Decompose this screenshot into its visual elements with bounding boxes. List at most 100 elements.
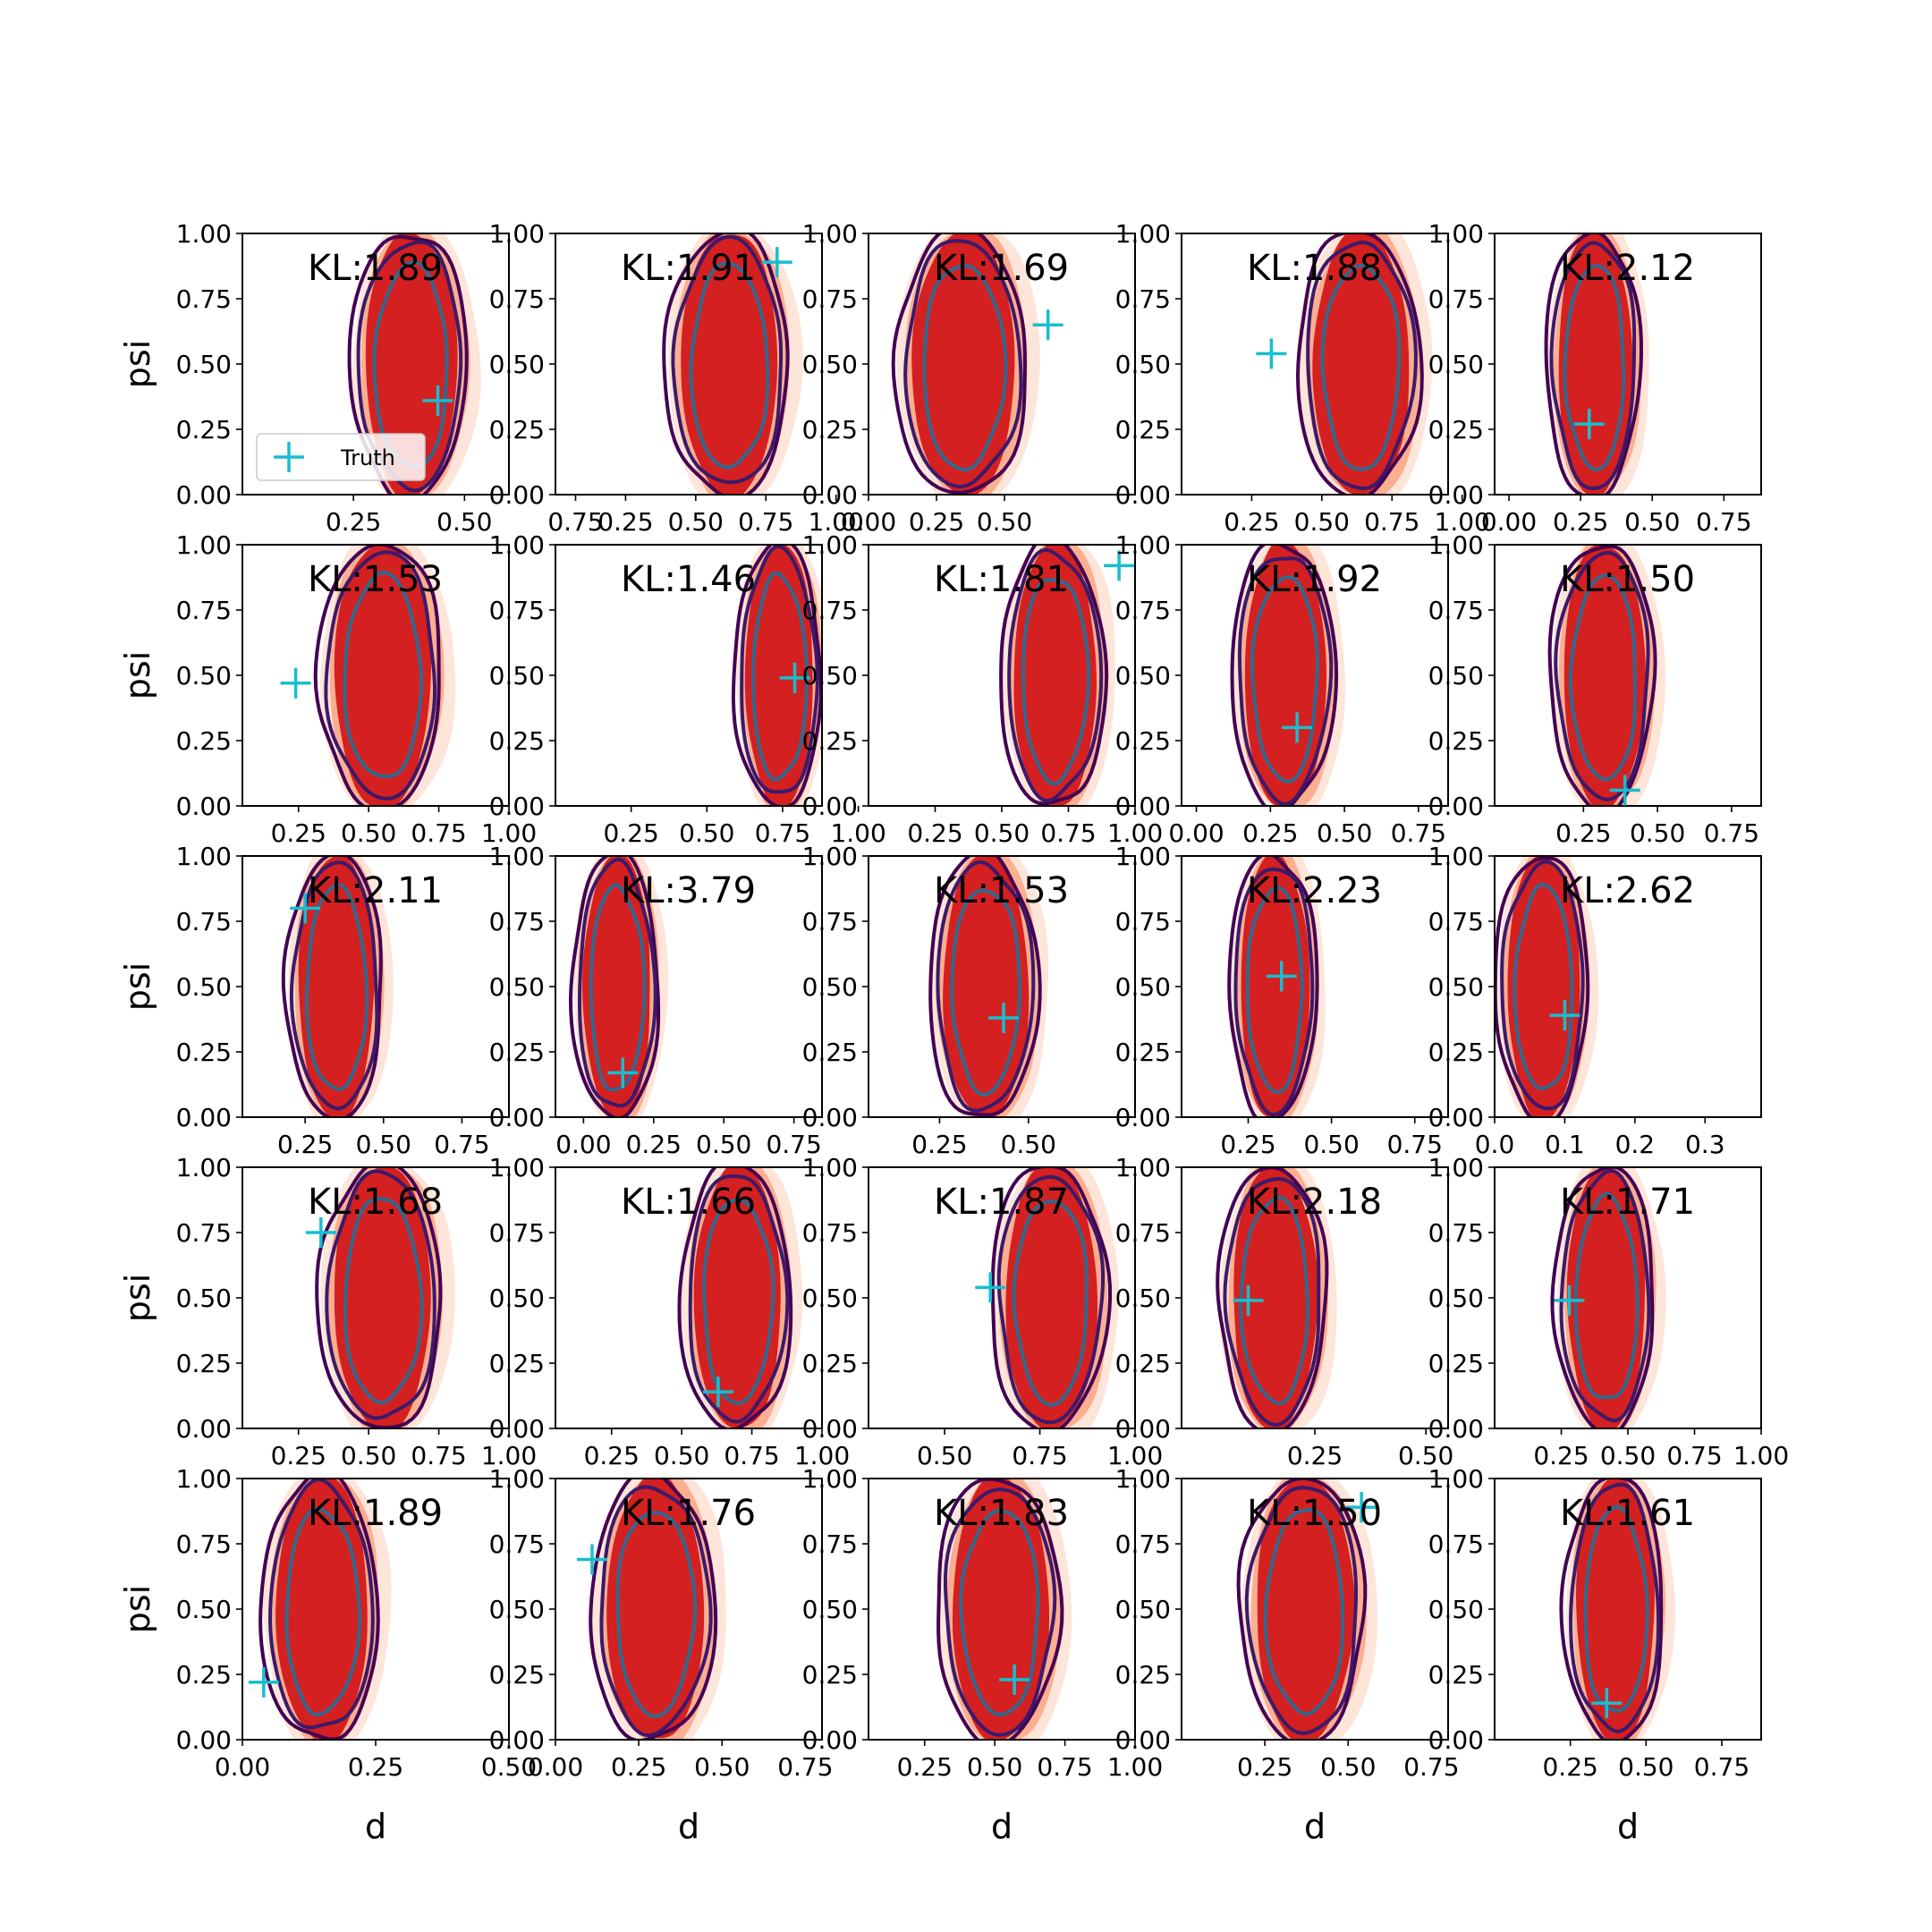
y-tick-label: 0.50 [1428,1284,1484,1313]
panel-10: 0.00 0.25 0.50 0.75 1.00 0.25 0.50 0.75 KL:1.50 [1428,530,1762,848]
y-tick-label: 0.50 [802,350,858,379]
y-tick-label: 0.00 [802,1103,858,1132]
x-tick-label: 0.00 [1481,507,1537,537]
y-tick-label: 1.00 [1115,1153,1171,1182]
contour-outer [1230,545,1339,806]
density-fill-inner [334,1167,431,1428]
y-tick-label: 0.75 [1115,907,1171,936]
y-tick-label: 0.25 [176,1660,232,1690]
contour-inner [1021,578,1090,786]
panel-6: 0.00 0.25 0.50 0.75 1.00 0.25 0.50 0.75 1.00 KL:1… [118,530,537,848]
truth-marker [1282,712,1313,743]
y-tick-label: 0.00 [1115,1725,1171,1755]
y-tick-label: 0.50 [1428,350,1484,379]
kl-annotation: KL:1.66 [621,1182,756,1223]
density-layer [315,1167,455,1428]
y-tick-label: 0.75 [802,1530,858,1559]
kl-annotation: KL:1.89 [308,1493,443,1534]
density-fill-inner [334,545,431,806]
y-tick-label: 0.25 [489,1038,545,1067]
y-tick-label: 0.00 [176,1414,232,1444]
contour-inner [589,883,647,1092]
density-fill-inner [582,856,650,1117]
kl-annotation: KL:1.46 [621,559,756,600]
kl-annotation: KL:1.91 [621,248,756,289]
contour-outer [1544,233,1644,495]
truth-marker [1549,1000,1580,1031]
x-tick-label: 0.25 [897,1752,953,1782]
contour-outer [999,545,1109,806]
x-tick-label: 0.2 [1615,1130,1656,1159]
y-tick-label: 0.50 [1428,661,1484,691]
contour-mid [599,1485,713,1738]
truth-marker [779,662,810,693]
x-tick-label: 0.75 [547,507,603,537]
x-tick-label: 0.50 [1317,818,1372,848]
density-layer [999,545,1115,806]
x-tick-label: 0.75 [755,818,810,848]
contour-mid [1568,1482,1661,1733]
density-fill-inner [298,856,375,1117]
contour-mid [1306,241,1418,491]
x-tick-label: 0.25 [1533,1441,1589,1470]
x-tick-label: 0.00 [215,1752,270,1782]
contour-mid [1500,860,1585,1111]
contour-mid [578,857,657,1108]
truth-marker [422,385,453,416]
y-tick-label: 0.50 [489,1595,545,1624]
x-tick-label: 0.25 [348,1752,403,1782]
contour-outer [589,1479,718,1740]
truth-marker [1256,338,1287,369]
contour-mid [1244,1486,1358,1735]
panel-9: 0.00 0.25 0.50 0.75 1.00 0.00 0.25 0.50 0.75 KL:1… [1115,530,1449,848]
contour-inner [305,883,369,1091]
y-tick-label: 0.25 [489,1349,545,1378]
contour-outer [313,545,441,806]
kl-annotation: KL:1.83 [934,1493,1069,1534]
density-fill-inner [1558,233,1633,495]
density-fill-inner [275,1479,368,1740]
y-tick-label: 0.75 [489,1530,545,1559]
y-tick-label: 0.50 [802,661,858,691]
y-tick-label: 1.00 [1428,1464,1484,1494]
y-tick-label: 0.50 [802,1595,858,1624]
x-tick-label: 0.75 [411,1441,466,1470]
x-tick-label: 0.25 [1237,1752,1292,1782]
y-tick-label: 1.00 [176,1464,232,1494]
panel-21: 0.00 0.25 0.50 0.75 1.00 0.00 0.25 0.50 KL:1.89 p… [118,1464,537,1846]
x-tick-label: 0.25 [911,1130,967,1159]
y-tick-label: 0.75 [176,907,232,936]
contour-inner [1513,882,1574,1090]
y-tick-label: 0.50 [802,1284,858,1313]
y-tick-label: 0.00 [176,1725,232,1755]
y-tick-label: 1.00 [1428,1153,1484,1182]
y-tick-label: 1.00 [802,530,858,560]
contour-mid [1554,550,1650,801]
y-tick-label: 0.50 [1115,1595,1171,1624]
contour-outer [568,856,661,1117]
x-tick-label: 0.0 [1475,1130,1515,1159]
y-tick-label: 1.00 [489,1464,545,1494]
truth-marker [1233,1284,1264,1316]
y-tick-label: 0.50 [802,972,858,1002]
panel-8: 0.00 0.25 0.50 0.75 1.00 0.25 0.50 0.75 1.00 KL:1… [802,530,1164,848]
contour-outer [1295,233,1424,495]
x-tick-label: 0.50 [341,818,396,848]
x-tick-label: 0.50 [436,507,492,537]
y-tick-label: 0.75 [1115,1530,1171,1559]
y-axis-label: psi [118,651,157,699]
y-tick-label: 0.75 [1428,284,1484,314]
x-tick-label: 0.25 [1242,818,1298,848]
kl-annotation: KL:2.18 [1247,1182,1382,1223]
density-layer [928,856,1049,1117]
contour-inner [751,571,809,782]
y-tick-label: 0.00 [489,1103,545,1132]
x-tick-label: 0.50 [967,1752,1022,1782]
panel-20: 0.00 0.25 0.50 0.75 1.00 0.25 0.50 0.75 1.00 KL:1… [1428,1153,1790,1470]
kl-annotation: KL:1.81 [934,559,1069,600]
x-tick-label: 0.25 [1555,818,1611,848]
contour-mid [1223,1176,1321,1427]
x-tick-label: 0.00 [841,507,896,537]
contour-outer [731,545,822,806]
x-tick-label: 0.75 [1391,818,1446,848]
